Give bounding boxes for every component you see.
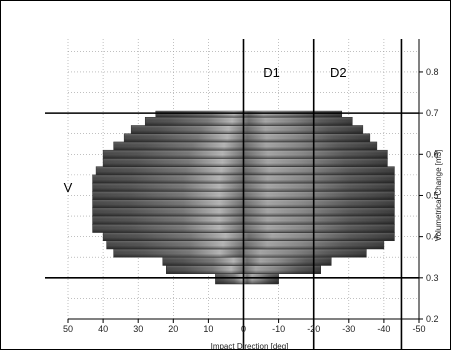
heatmap-band-shade [106, 240, 385, 250]
reference-line-layer [45, 39, 419, 349]
heatmap-band-shade [113, 141, 378, 151]
label-layer: Impact Direction [deg] Volumetrical Chang… [64, 65, 443, 349]
heatmap-band-shade [102, 158, 388, 167]
y-tick-label: 0.2 [426, 314, 439, 324]
heatmap-band-shade [95, 166, 395, 176]
y-tick-label: 0.7 [426, 108, 439, 118]
heatmap-band-shade [113, 248, 367, 258]
y-tick-label: 0.3 [426, 273, 439, 283]
heatmap-band-shade [123, 133, 371, 143]
heatmap-band-shade [130, 125, 364, 134]
axis-layer: 50 40 30 20 10 0 -10 -20 -30 -40 -500.2 0.3 0.4 0.5 0.… [63, 39, 439, 334]
x-tick-label: 10 [203, 324, 213, 334]
x-tick-label: -10 [272, 324, 285, 334]
heatmap-band-shade [155, 110, 343, 118]
y-tick-label: 0.6 [426, 149, 439, 159]
x-tick-label: 20 [168, 324, 178, 334]
x-tick-label: 0 [241, 324, 246, 334]
annotation-d1: D1 [263, 65, 280, 80]
x-tick-label: -20 [307, 324, 320, 334]
x-tick-label: -40 [377, 324, 390, 334]
heatmap-band-shade [215, 273, 279, 285]
y-tick-label: 0.8 [426, 67, 439, 77]
y-tick-label: 0.4 [426, 232, 439, 242]
x-tick-label: 30 [133, 324, 143, 334]
annotation-v: V [64, 180, 73, 195]
x-tick-label: 40 [98, 324, 108, 334]
y-tick-label: 0.5 [426, 190, 439, 200]
heatmap-band-shade [102, 149, 388, 159]
x-axis-title: Impact Direction [deg] [211, 342, 289, 349]
annotation-d2: D2 [330, 65, 347, 80]
x-tick-label: -30 [342, 324, 355, 334]
heatmap-band-shade [102, 232, 395, 242]
x-tick-label: 50 [63, 324, 73, 334]
y-axis-title: Volumetrical Change [m3] [434, 150, 443, 242]
heatmap-band-shade [162, 256, 332, 266]
x-tick-label: -50 [412, 324, 425, 334]
heatmap-band-shade [144, 116, 353, 126]
